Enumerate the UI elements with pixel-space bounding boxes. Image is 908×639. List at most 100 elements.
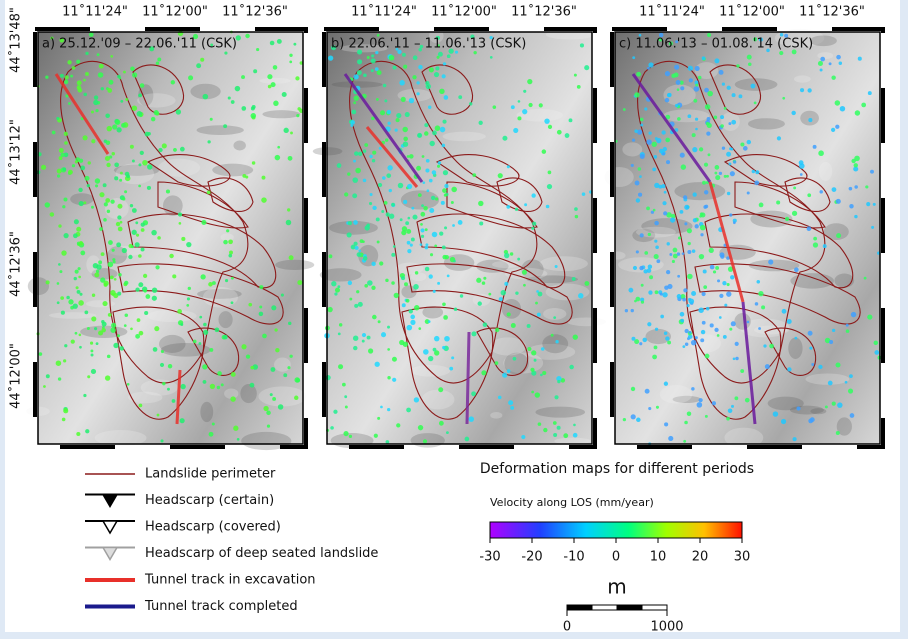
ps-point [111,323,116,328]
ps-point [507,165,510,168]
ps-point [266,411,271,416]
ps-point [167,388,170,391]
ps-point [354,304,358,308]
ps-point [178,212,182,216]
ps-point [104,202,108,206]
ps-point [78,300,84,306]
ps-point [209,432,214,437]
ps-point [224,51,227,54]
ps-point [63,408,68,413]
ps-point [410,315,415,320]
ps-point [431,196,435,200]
ps-point [380,110,385,115]
ps-point [680,312,685,317]
ps-point [687,274,693,280]
ps-point [705,354,710,359]
longitude-label: 11˚11'24" [62,4,128,20]
ps-point [683,440,686,443]
ps-point [67,60,71,64]
ps-point [428,320,431,323]
ps-point [405,112,410,117]
ps-point [363,73,367,77]
ps-point [640,154,645,159]
ps-point [75,160,78,163]
ps-point [79,159,83,163]
ps-point [145,132,150,137]
ps-point [655,137,658,140]
ps-point [229,251,233,255]
ps-point [677,275,680,278]
ps-point [420,212,425,217]
ps-point [447,54,451,58]
ps-point [384,201,388,205]
ps-point [719,294,723,298]
ps-point [172,274,176,278]
ps-point [648,264,652,268]
ps-point [851,312,856,317]
ps-point [664,332,668,336]
ps-point [393,65,397,69]
ps-point [442,120,446,124]
ps-point [675,104,678,107]
ps-point [406,408,411,413]
ps-point [490,56,493,59]
ps-point [203,94,209,100]
ps-point [91,353,94,356]
ps-point [181,237,185,241]
ps-point [378,183,382,187]
ps-point [504,253,509,258]
ps-point [113,343,118,348]
ps-point [787,319,792,324]
ps-point [338,333,341,336]
ps-point [59,270,62,273]
ps-point [386,440,390,444]
ps-point [56,117,59,120]
ps-point [402,127,407,132]
ps-point [139,331,144,336]
ps-point [727,192,730,195]
ps-point [293,43,296,46]
ps-point [77,80,82,85]
ps-point [271,367,276,372]
ps-point [669,253,672,256]
ps-point [874,350,879,355]
ps-point [631,164,634,167]
ps-point [451,356,454,359]
legend-label: Headscarp (covered) [145,520,281,535]
ps-point [422,181,425,184]
ps-point [198,342,201,345]
ps-point [376,98,379,101]
ps-point [692,133,696,137]
ps-point [85,72,89,76]
ps-point [158,148,162,152]
ps-point [297,107,301,111]
ps-point [68,170,73,175]
ps-point [548,125,552,129]
ps-point [135,242,140,247]
ps-point [846,324,849,327]
ps-point [110,55,113,58]
ps-point [296,114,299,117]
ps-point [443,170,448,175]
latitude-label: 44˚13'12" [8,119,24,185]
ps-point [127,383,130,386]
ps-point [424,131,428,135]
ps-point [83,201,86,204]
ps-point [531,227,534,230]
ps-point [226,229,229,232]
ps-point [527,79,532,84]
ps-point [836,233,841,238]
ps-point [116,127,121,132]
ps-point [670,218,675,223]
ps-point [83,93,87,97]
ps-point [557,426,561,430]
ps-point [453,260,456,263]
ps-point [634,92,639,97]
ps-point [169,254,173,258]
ps-point [471,331,476,336]
relief [158,159,200,177]
ps-point [731,321,736,326]
ps-point [256,48,259,51]
ps-point [488,293,491,296]
panel-label: c) 11.06.'13 – 01.08.'14 (CSK) [619,37,813,52]
